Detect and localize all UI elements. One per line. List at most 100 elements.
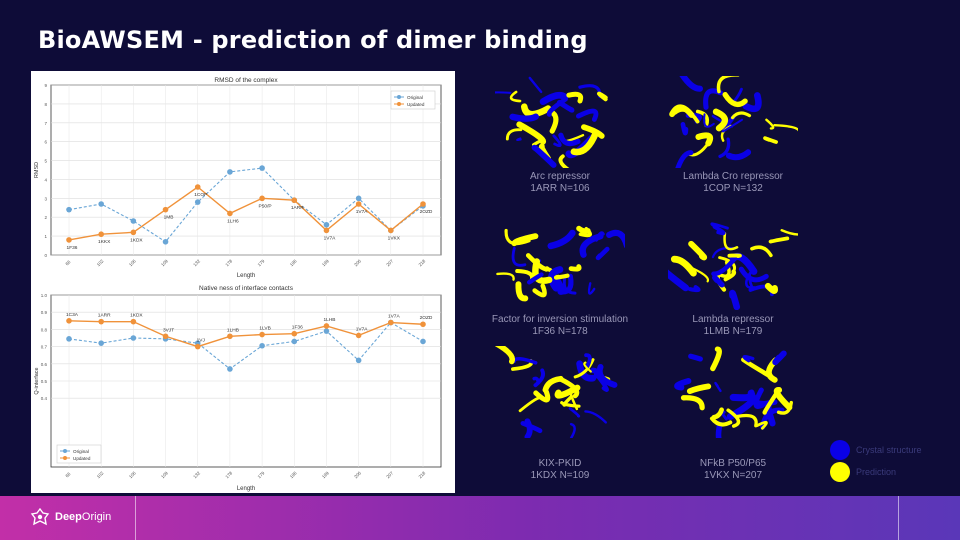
chart2-ytick-label: 1.0: [41, 293, 48, 298]
protein-name: KIX-PKID: [538, 458, 582, 469]
protein-ribbon-segment: [532, 283, 547, 298]
chart1-xtick-label: 66: [64, 259, 71, 266]
chart2-point-label: 1V7A: [388, 314, 401, 320]
chart1-updated-point: [227, 210, 233, 217]
chart1-point-label: 1V7A: [324, 235, 337, 241]
protein-ribbon-segment: [515, 269, 535, 281]
protein-ribbon-segment: [712, 274, 725, 288]
chart1-ytick-label: 7: [44, 121, 47, 126]
protein-name: Lambda repressor: [692, 314, 774, 325]
protein-structure-image: [495, 76, 608, 168]
chart2-point-label: 1VJ: [197, 338, 206, 344]
protein-ribbon-segment: [711, 253, 739, 277]
protein-name: Lambda Cro repressor: [682, 171, 784, 182]
chart1-ytick-label: 2: [44, 215, 47, 220]
protein-ribbon-segment: [587, 282, 596, 295]
protein-ribbon-segment: [568, 407, 581, 418]
chart1-legend-marker: [397, 95, 401, 99]
protein-ribbon-segment: [527, 272, 544, 285]
chart2-point-label: 1LHB: [227, 327, 239, 333]
protein-ribbon-segment: [595, 246, 610, 261]
protein-ribbon-segment: [556, 99, 575, 113]
chart1-original-point: [98, 201, 104, 207]
chart1-updated-point: [162, 206, 169, 213]
chart2-point-label: 1KDX: [130, 313, 143, 319]
protein-ribbon-segment: [533, 389, 551, 403]
chart2-updated-point: [355, 332, 362, 339]
protein-ribbon-segment: [520, 420, 543, 434]
chart1-ytick-label: 4: [44, 177, 47, 182]
footer-bar: DeepOrigin: [0, 496, 960, 540]
chart1-xlabel: Length: [237, 273, 255, 279]
protein-ribbon-segment: [723, 232, 739, 251]
chart2-ytick-label: 0.5: [41, 379, 48, 384]
protein-ribbon-segment: [596, 91, 608, 102]
chart1-xtick-label: 199: [321, 258, 330, 267]
chart1-xtick-label: 178: [224, 258, 233, 267]
chart1-xtick-label: 102: [96, 258, 105, 267]
protein-ribbon-segment: [578, 226, 592, 238]
chart1-point-label: 1ARR: [291, 205, 304, 211]
chart1-xtick-label: 206: [353, 258, 362, 267]
protein-ribbon-segment: [669, 104, 695, 118]
protein-ribbon-segment: [542, 375, 564, 393]
chart2-xtick-label: 102: [96, 470, 105, 479]
chart1-original-point: [355, 195, 362, 202]
chart1-point-label: 1V7A: [356, 209, 369, 215]
chart2-xtick-label: 218: [418, 470, 427, 479]
charts-svg: 0 1 2 3 4 5 6 7 8 9 66 102 106 109 132 178 179 196 199 206 2…: [34, 77, 442, 492]
chart2-original-point: [355, 357, 362, 364]
protein-id: 1KDX N=109: [530, 470, 590, 481]
chart1-ytick-label: 9: [44, 83, 47, 88]
protein-ribbon-segment: [695, 132, 714, 147]
protein-ribbon-segment: [528, 76, 543, 94]
protein-ribbon-segment: [533, 368, 546, 388]
slide-title: BioAWSEM - prediction of dimer binding: [38, 26, 588, 54]
chart2-ytick-label: 0.9: [41, 310, 48, 315]
legend-crystal-label: Crystal structure: [856, 445, 922, 455]
legend-prediction-label: Prediction: [856, 467, 897, 477]
protein-ribbon-segment: [712, 224, 726, 236]
protein-ribbon-segment: [725, 149, 752, 161]
protein-ribbon-segment: [675, 150, 694, 168]
protein-ribbon-segment: [539, 91, 569, 106]
protein-ribbon-segment: [670, 255, 697, 277]
chart2-updated-point: [323, 323, 330, 329]
chart2-point-label: 1F36: [292, 325, 303, 331]
protein-id: 1ARR N=106: [530, 183, 590, 194]
protein-ribbon-segment: [741, 357, 770, 378]
chart2-xtick-label: 109: [160, 470, 169, 479]
protein-ribbon-segment: [516, 137, 522, 142]
protein-ribbon-segment: [495, 346, 516, 365]
protein-ribbon-segment: [569, 422, 576, 438]
chart2-original-point: [291, 338, 298, 345]
protein-ribbon-segment: [515, 281, 529, 302]
chart1-series-updated-line: [68, 186, 424, 241]
protein-ribbon-segment: [710, 346, 722, 372]
protein-ribbon-segment: [722, 91, 748, 108]
protein-ribbon-segment: [496, 272, 515, 281]
chart1-original-point: [194, 199, 201, 205]
protein-ribbon-segment: [548, 266, 564, 292]
chart2-original-point: [66, 336, 72, 342]
chart1-ytick-label: 6: [44, 140, 47, 145]
protein-ribbon-segment: [511, 246, 527, 267]
protein-ribbon-segment: [557, 376, 580, 399]
protein-ribbon-segment: [552, 134, 562, 148]
protein-ribbon-segment: [712, 108, 729, 132]
chart2-xtick-label: 178: [224, 470, 233, 479]
protein-ribbon-segment: [768, 236, 790, 244]
chart1-xtick-label: 132: [192, 258, 201, 267]
protein-id: 1VKX N=207: [703, 470, 763, 481]
protein-ribbon-segment: [505, 128, 523, 141]
chart1-original-point: [259, 165, 265, 171]
chart2-ytick-label: 0.8: [41, 327, 48, 332]
chart1-ytick-label: 1: [44, 234, 47, 239]
chart2-point-label: 1ARR: [98, 313, 111, 319]
protein-ribbon-segment: [709, 416, 733, 427]
chart2-updated-point: [194, 343, 201, 350]
chart2-xtick-label: 66: [64, 471, 71, 478]
protein-ribbon-segment: [525, 253, 550, 272]
chart2-point-label: 1LHB: [323, 317, 335, 323]
chart1-point-label: 1VKX: [388, 235, 401, 241]
